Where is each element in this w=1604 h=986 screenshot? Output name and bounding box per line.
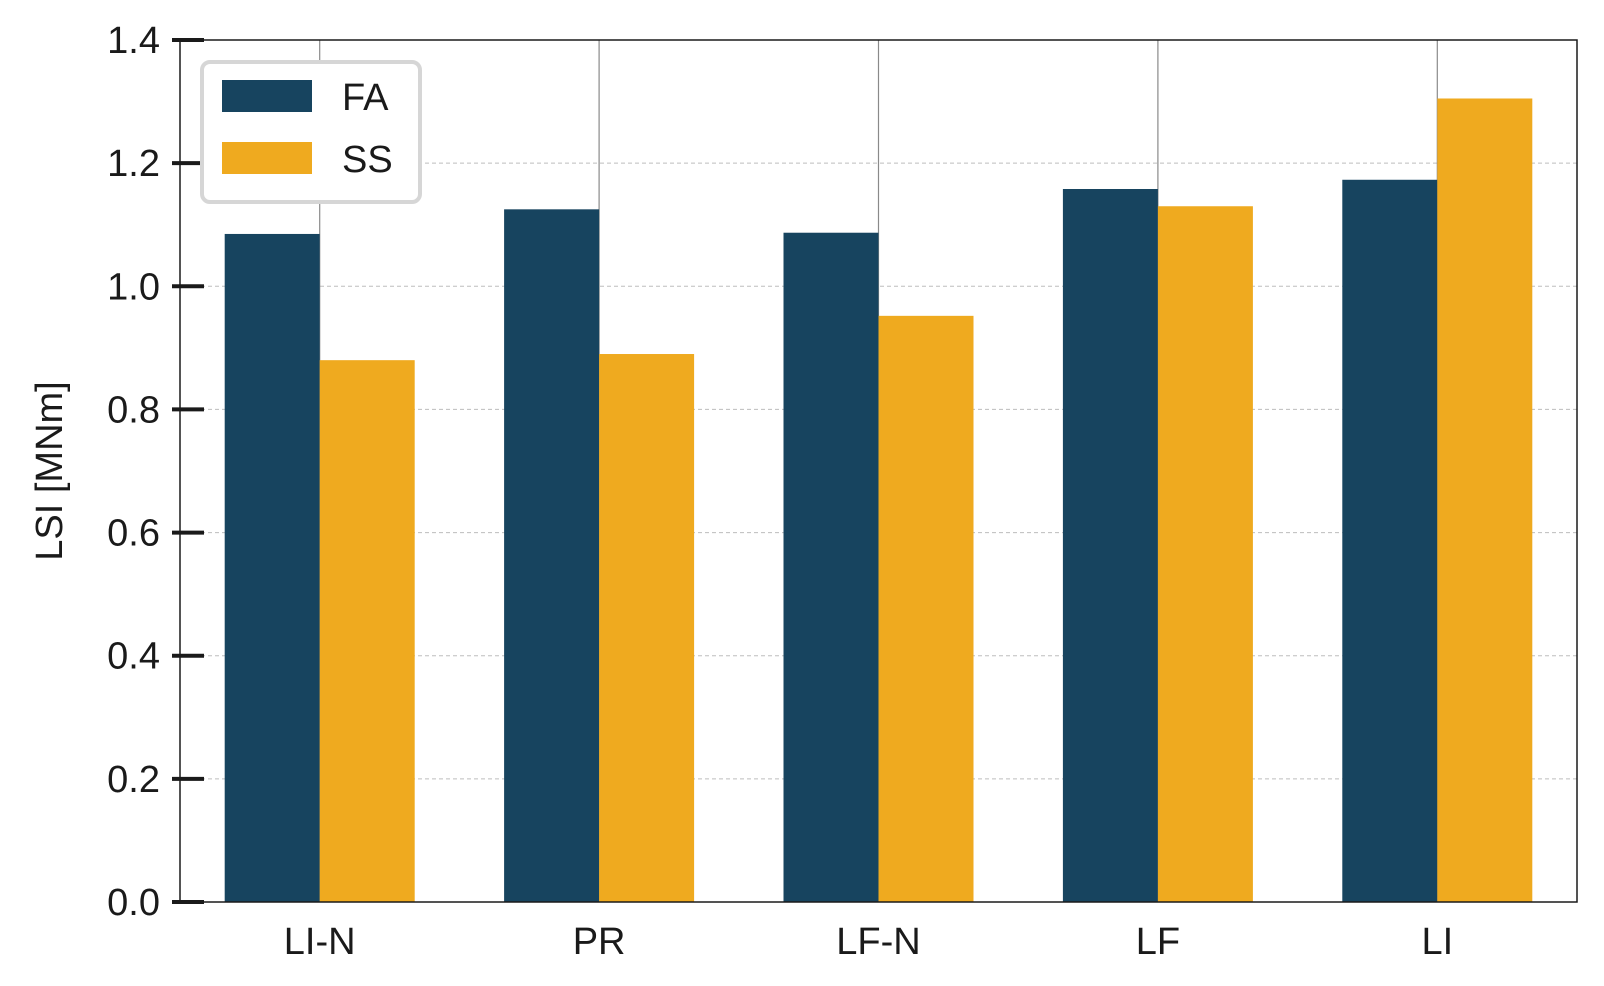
y-tick-label: 1.4	[107, 20, 160, 62]
x-tick-label: PR	[573, 921, 626, 963]
legend: FA SS	[200, 60, 422, 204]
bar-ss-lf-n	[878, 315, 974, 903]
bar-ss-li-n	[319, 360, 415, 903]
bars-layer	[224, 98, 1533, 903]
legend-label-ss: SS	[342, 139, 393, 181]
x-tick-label: LF	[1136, 921, 1180, 963]
bar-ss-lf	[1157, 206, 1253, 902]
y-axis-label: LSI [MNm]	[29, 381, 71, 560]
y-tick-label: 0.0	[107, 882, 160, 924]
bar-ss-pr	[599, 354, 695, 902]
legend-swatch-ss	[222, 142, 312, 174]
legend-label-fa: FA	[342, 77, 389, 119]
y-tick-label: 0.4	[107, 636, 160, 678]
y-tick-label: 1.0	[107, 266, 160, 308]
bar-ss-li	[1437, 98, 1533, 902]
y-tick-label: 0.2	[107, 759, 160, 801]
x-tick-label: LI	[1421, 921, 1453, 963]
x-tick-label: LF-N	[836, 921, 920, 963]
plot-frame	[179, 39, 1578, 903]
ticks-layer: 0.0 0.2 0.4 0.6 0.8 1.0 1.2 1.4 LI-N PR LF-N LF LI	[107, 20, 1453, 963]
bar-fa-pr	[504, 209, 600, 903]
y-tick-label: 0.8	[107, 389, 160, 431]
bar-fa-li	[1342, 179, 1438, 902]
bar-fa-li-n	[224, 233, 320, 902]
y-tick-label: 0.6	[107, 513, 160, 555]
bar-fa-lf	[1062, 189, 1158, 902]
legend-swatch-fa	[222, 80, 312, 112]
x-tick-label: LI-N	[284, 921, 356, 963]
y-tick-label: 1.2	[107, 143, 160, 185]
bar-fa-lf-n	[783, 232, 879, 902]
